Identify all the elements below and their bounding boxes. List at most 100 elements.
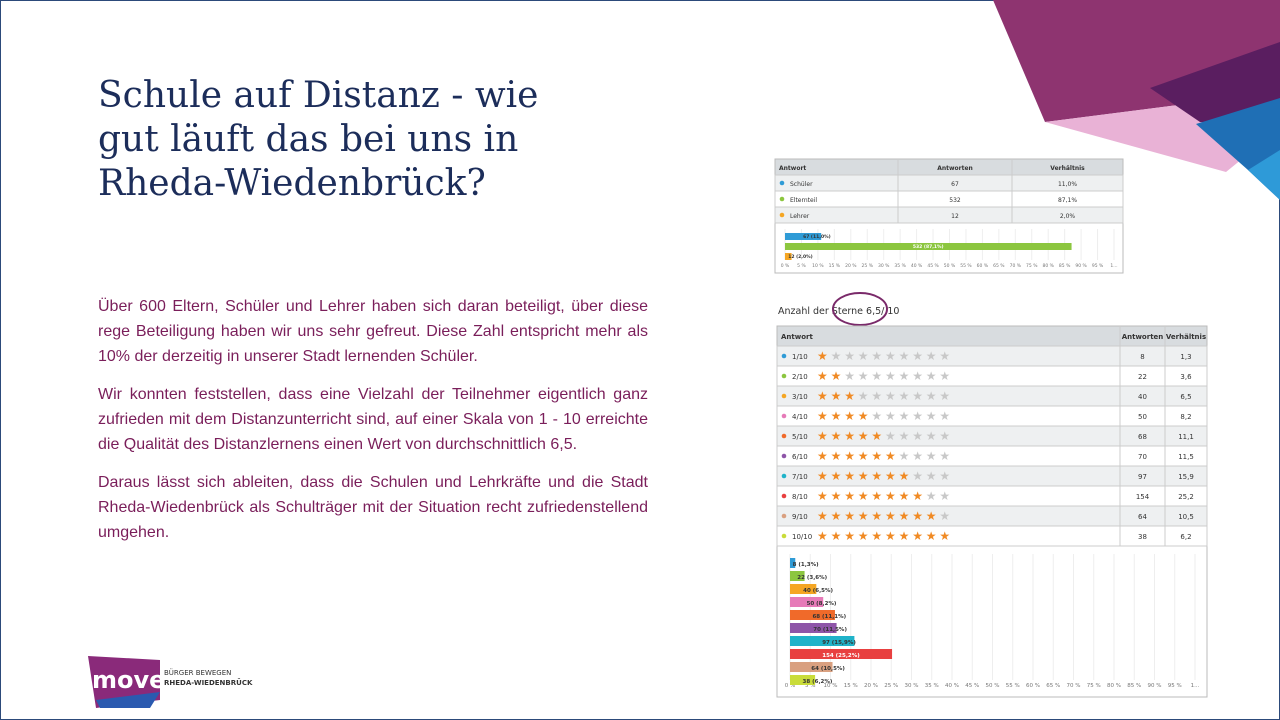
star: ★: [831, 449, 842, 463]
count-cell: 532: [949, 197, 961, 204]
bar-label: 12 (2,0%): [788, 254, 812, 260]
tick-label: 0 %: [781, 263, 790, 269]
row-label: Lehrer: [790, 213, 810, 220]
bar-label: 97 (15,9%): [822, 640, 856, 646]
star: ★: [817, 429, 828, 443]
row-dot: [781, 373, 787, 379]
star: ★: [926, 369, 937, 383]
row-label: 2/10: [792, 373, 808, 381]
bar-label: 50 (8,2%): [807, 601, 837, 607]
header-cell: Verhältnis: [1166, 333, 1206, 341]
bar: [785, 253, 792, 260]
bar: [785, 233, 822, 240]
logo-shape: [96, 692, 160, 708]
star: ★: [831, 429, 842, 443]
header-cell: Antwort: [779, 165, 806, 172]
ratio-cell: 2,0%: [1060, 213, 1076, 220]
star: ★: [817, 369, 828, 383]
star: ★: [844, 509, 855, 523]
tick-label: 25 %: [884, 683, 898, 689]
table-row: [776, 525, 1208, 547]
star-rating: ★ ★ ★ ★ ★ ★ ★ ★ ★ ★: [817, 389, 950, 403]
ratio-cell: 11,5: [1178, 453, 1194, 461]
count-cell: 8: [1140, 353, 1144, 361]
paragraph: Daraus lässt sich ableiten, dass die Sch…: [98, 474, 648, 541]
row-label: 3/10: [792, 393, 808, 401]
star: ★: [926, 429, 937, 443]
star: ★: [885, 449, 896, 463]
star: ★: [939, 509, 950, 523]
star: ★: [939, 389, 950, 403]
count-cell: 38: [1138, 533, 1147, 541]
star: ★: [899, 429, 910, 443]
star-rating: ★ ★ ★ ★ ★ ★ ★ ★ ★ ★: [817, 369, 950, 383]
bar: [790, 558, 796, 568]
row-label: 10/10: [792, 533, 812, 541]
star: ★: [926, 449, 937, 463]
star: ★: [885, 389, 896, 403]
count-cell: 50: [1138, 413, 1147, 421]
star: ★: [831, 469, 842, 483]
star: ★: [858, 529, 869, 543]
row-dot: [781, 493, 787, 499]
star-rating: ★ ★ ★ ★ ★ ★ ★ ★ ★ ★: [817, 409, 950, 423]
star: ★: [871, 409, 882, 423]
ratio-cell: 3,6: [1180, 373, 1192, 381]
row-dot: [781, 533, 787, 539]
star: ★: [885, 529, 896, 543]
tick-label: 60 %: [1026, 683, 1040, 689]
tick-label: 85 %: [1059, 263, 1071, 269]
star: ★: [939, 409, 950, 423]
star: ★: [817, 389, 828, 403]
ratio-cell: 11,1: [1178, 433, 1194, 441]
count-cell: 67: [951, 181, 959, 188]
row-label: 9/10: [792, 513, 808, 521]
star: ★: [939, 349, 950, 363]
tick-label: 70 %: [1010, 263, 1022, 269]
star: ★: [858, 449, 869, 463]
row-dot: [779, 180, 785, 186]
count-cell: 12: [951, 213, 959, 220]
star: ★: [858, 509, 869, 523]
row-label: 5/10: [792, 433, 808, 441]
star: ★: [926, 529, 937, 543]
tick-label: 75 %: [1087, 683, 1101, 689]
star: ★: [885, 429, 896, 443]
star: ★: [871, 509, 882, 523]
row-label: Elternteil: [790, 197, 817, 204]
tick-label: 65 %: [1046, 683, 1060, 689]
star: ★: [858, 389, 869, 403]
tick-label: 50 %: [944, 263, 956, 269]
row-label: 6/10: [792, 453, 808, 461]
tick-label: 85 %: [1127, 683, 1141, 689]
star: ★: [939, 449, 950, 463]
tick-label: 40 %: [945, 683, 959, 689]
star: ★: [885, 349, 896, 363]
star: ★: [885, 369, 896, 383]
star: ★: [885, 409, 896, 423]
star: ★: [899, 369, 910, 383]
title-line: Schule auf Distanz - wie: [98, 75, 539, 116]
star: ★: [899, 349, 910, 363]
star-rating: ★ ★ ★ ★ ★ ★ ★ ★ ★ ★: [817, 449, 950, 463]
bar: [790, 610, 835, 620]
star: ★: [871, 529, 882, 543]
tick-label: 70 %: [1067, 683, 1081, 689]
tick-label: 40 %: [911, 263, 923, 269]
tick-label: 50 %: [986, 683, 1000, 689]
star: ★: [817, 469, 828, 483]
table-row: [774, 206, 1124, 224]
tick-label: 30 %: [878, 263, 890, 269]
title: Schule auf Distanz - wie gut läuft das be…: [98, 74, 658, 206]
row-label: 7/10: [792, 473, 808, 481]
tick-label: 10 %: [824, 683, 838, 689]
star: ★: [831, 389, 842, 403]
tick-label: 80 %: [1042, 263, 1054, 269]
star: ★: [885, 489, 896, 503]
star: ★: [899, 469, 910, 483]
bar-label: 70 (11,5%): [813, 627, 847, 633]
tick-label: 15 %: [844, 683, 858, 689]
star: ★: [831, 369, 842, 383]
star: ★: [831, 409, 842, 423]
